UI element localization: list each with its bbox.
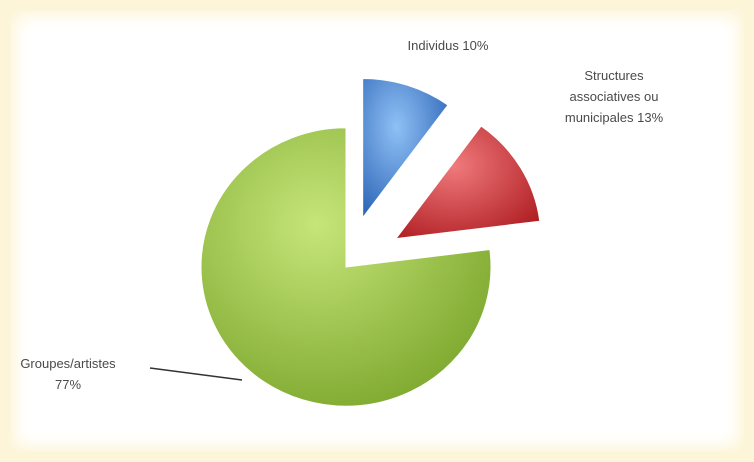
pie-slice-label-3: Groupes/artistes 77%: [20, 356, 116, 392]
pie-slices: [200, 77, 541, 407]
pie-chart: Individus 10% Structures associatives ou mu…: [20, 38, 664, 407]
pie-labels: Individus 10% Structures associatives ou mu…: [20, 38, 663, 392]
pie-slice-label-2: Structures associatives ou municipales 13%: [565, 68, 664, 125]
pie-slice-2: [394, 125, 541, 240]
pie-slice-1: [362, 77, 449, 220]
pie-slice-label-1: Individus 10%: [408, 38, 489, 53]
chart-panel: Individus 10% Structures associatives ou mu…: [10, 10, 744, 452]
pie-slice-3: [200, 127, 492, 407]
pie-leader-line: [149, 367, 243, 381]
